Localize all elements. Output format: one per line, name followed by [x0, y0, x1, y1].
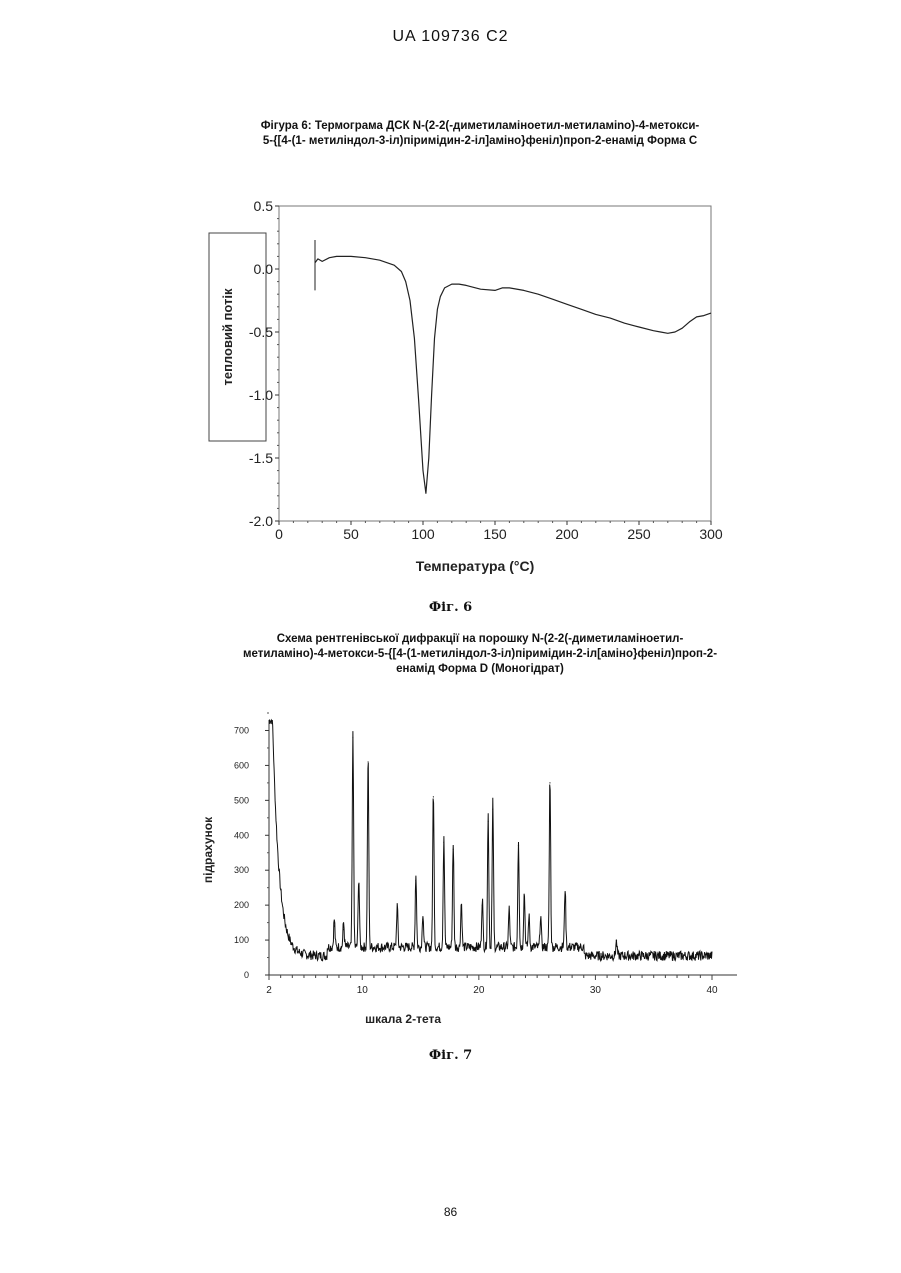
y-tick-label: 500	[234, 795, 249, 805]
xrd-peak-point	[415, 880, 416, 881]
y-tick-label: 200	[234, 900, 249, 910]
document-header: UA 109736 C2	[0, 28, 901, 46]
figure-7-title-line-1: Схема рентгенівської дифракції на порошк…	[200, 632, 760, 647]
x-tick-label: 2	[266, 985, 272, 996]
xrd-peak-point	[422, 919, 423, 920]
figure-7-title: Схема рентгенівської дифракції на порошк…	[200, 632, 760, 677]
x-tick-label: 10	[357, 985, 369, 996]
xrd-peak-point	[443, 842, 444, 843]
y-tick-label: 0.5	[254, 198, 274, 214]
y-tick-label: 400	[234, 830, 249, 840]
y-tick-label: 700	[234, 725, 249, 735]
xrd-peak-point	[565, 894, 566, 895]
xrd-peak-point	[492, 808, 493, 809]
xrd-peak-point	[367, 761, 368, 762]
y-tick-label: -1.0	[249, 387, 273, 403]
figure-6-caption: Фіг. 6	[0, 600, 901, 615]
xrd-peak-point	[518, 845, 519, 846]
y-tick-label: -2.0	[249, 513, 273, 529]
figure-6-title-line-2: 5-{[4-(1- метиліндол-3-іл)піримідин-2-іл…	[200, 134, 760, 149]
x-tick-label: 250	[627, 526, 651, 542]
page-number: 86	[0, 1205, 901, 1219]
x-tick-label: 100	[411, 526, 435, 542]
x-tick-label: 40	[706, 985, 718, 996]
x-tick-label: 50	[343, 526, 359, 542]
figure-6-title-line-1: Фігура 6: Термограма ДСК N-(2-2(-диметил…	[200, 119, 760, 134]
xrd-peak-point	[352, 737, 353, 738]
x-tick-label: 0	[275, 526, 283, 542]
x-tick-label: 300	[699, 526, 723, 542]
xrd-peak-point	[488, 821, 489, 822]
xrd-peak-point	[524, 898, 525, 899]
y-tick-label: -1.5	[249, 450, 273, 466]
figure-7-title-line-3: енамід Форма D (Моногідрат)	[200, 662, 760, 677]
y-tick-label: 100	[234, 935, 249, 945]
y-axis-label: тепловий потік	[220, 288, 235, 386]
plot-frame	[279, 206, 711, 521]
dsc-heat-flow-line	[315, 256, 711, 493]
figure-7-caption: Фіг. 7	[0, 1048, 901, 1063]
x-tick-label: 30	[590, 985, 602, 996]
dsc-thermogram-chart: 0.5 0.0 -0.5 -1.0 -1.5 -2.00 50 100 150 200 250 300…	[200, 190, 760, 590]
xrd-intensity-line	[269, 720, 712, 961]
y-tick-label: 0	[244, 970, 249, 980]
xrd-peak-point	[461, 908, 462, 909]
xrd-peak-point	[358, 884, 359, 885]
y-tick-label: 600	[234, 760, 249, 770]
figure-6-title: Фігура 6: Термограма ДСК N-(2-2(-диметил…	[200, 119, 760, 149]
x-tick-label: 150	[483, 526, 507, 542]
y-axis-label: підрахунок	[201, 816, 215, 883]
xrd-peak-point	[482, 905, 483, 906]
xrd-peak-point	[433, 796, 434, 797]
y-tick-label: 0.0	[254, 261, 274, 277]
y-tick-label: 300	[234, 865, 249, 875]
xrd-peak-point	[397, 912, 398, 913]
x-tick-label: 20	[473, 985, 485, 996]
figure-7-title-line-2: метиламіно)-4-метокси-5-{[4-(1-метиліндо…	[200, 647, 760, 662]
xrd-peak-point	[343, 929, 344, 930]
x-axis-label: шкала 2-тета	[365, 1012, 441, 1026]
x-axis-label: Температура (°C)	[416, 558, 534, 574]
xrd-peak-point	[549, 782, 550, 783]
xrpd-pattern-chart: 0 100 200 300 400 500 600 700 2 10 20 30 40 шкала 2-т…	[200, 710, 760, 1040]
xrd-peak-point	[616, 939, 617, 940]
xrd-peak-point	[453, 849, 454, 850]
xrd-peak-point	[509, 915, 510, 916]
xrd-peak-point	[540, 922, 541, 923]
y-tick-label: -0.5	[249, 324, 273, 340]
xrd-peak-point	[528, 922, 529, 923]
x-tick-label: 200	[555, 526, 579, 542]
xrd-peak-point	[334, 925, 335, 926]
